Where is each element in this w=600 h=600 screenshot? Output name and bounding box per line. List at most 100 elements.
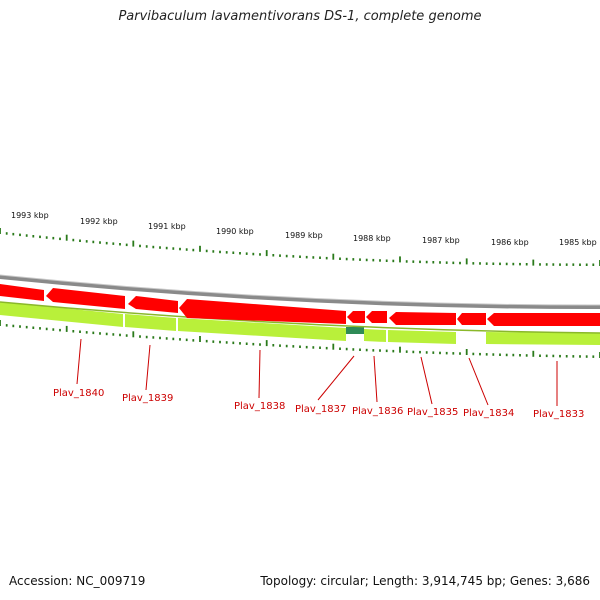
upper-tick-minor-63 <box>419 260 421 264</box>
lower-tick-minor-76 <box>505 353 508 357</box>
upper-tick-minor-26 <box>172 247 175 250</box>
lower-tick-minor-81 <box>539 354 541 357</box>
lower-tick-minor-12 <box>79 330 81 333</box>
lower-tick-minor-11 <box>72 330 75 333</box>
lower-tick-minor-62 <box>412 350 415 354</box>
leader-1837 <box>317 355 355 401</box>
upper-tick-minor-83 <box>552 263 555 266</box>
leader-1834 <box>468 357 489 406</box>
lower-tick-minor-13 <box>85 331 88 334</box>
upper-tick-minor-47 <box>312 256 315 259</box>
gene-label-plav-1840[interactable]: Plav_1840 <box>53 388 104 399</box>
lower-tick-minor-15 <box>99 332 101 335</box>
upper-tick-minor-57 <box>379 259 381 262</box>
upper-tick-minor-62 <box>412 260 415 263</box>
upper-tick-minor-32 <box>212 250 215 253</box>
upper-tick-minor-27 <box>179 247 181 251</box>
gene-arrow-1837 <box>347 311 365 323</box>
upper-tick-minor-73 <box>485 262 488 265</box>
upper-tick-minor-84 <box>559 263 561 266</box>
lower-tick-minor-4 <box>25 325 28 329</box>
lower-tick-minor-1 <box>5 324 8 327</box>
lower-tick-minor-2 <box>12 324 15 328</box>
upper-tick-minor-9 <box>59 237 61 241</box>
gene-arrow-1840 <box>0 284 44 301</box>
upper-tick-minor-49 <box>325 256 328 260</box>
upper-tick-minor-74 <box>492 262 495 265</box>
gene-label-plav-1836[interactable]: Plav_1836 <box>352 406 403 417</box>
gene-track-lower <box>0 301 600 345</box>
lower-tick-minor-78 <box>519 354 521 357</box>
upper-tick-minor-33 <box>219 250 221 254</box>
lower-tick-minor-22 <box>145 335 148 339</box>
lower-tick-minor-42 <box>279 344 281 347</box>
lower-tick-minor-58 <box>385 349 388 353</box>
upper-tick-minor-65 <box>432 261 435 264</box>
gene-label-plav-1835[interactable]: Plav_1835 <box>407 407 458 418</box>
lower-tick-minor-34 <box>225 341 228 344</box>
upper-tick-minor-11 <box>72 238 75 242</box>
leader-1838 <box>258 349 261 399</box>
upper-tick-minor-21 <box>139 244 141 248</box>
lower-tick-minor-43 <box>285 344 288 348</box>
lower-tick-minor-79 <box>525 354 528 357</box>
lower-tick-minor-69 <box>459 352 461 355</box>
lower-tick-minor-83 <box>552 354 555 358</box>
upper-tick-major-20 <box>132 240 135 247</box>
upper-tick-minor-22 <box>145 245 148 248</box>
upper-tick-minor-43 <box>285 254 288 258</box>
upper-tick-major-50 <box>332 253 335 260</box>
upper-tick-minor-2 <box>12 232 15 236</box>
lower-tick-minor-71 <box>472 352 475 356</box>
upper-tick-major-30 <box>199 245 201 252</box>
lower-tick-major-30 <box>199 336 201 342</box>
upper-tick-minor-37 <box>245 252 248 255</box>
tick-label-1992: 1992 kbp <box>80 217 118 226</box>
upper-tick-minor-6 <box>39 235 41 239</box>
upper-tick-minor-14 <box>92 240 95 244</box>
upper-tick-major-40 <box>265 250 268 257</box>
upper-tick-minor-38 <box>252 252 255 256</box>
gene-label-plav-1833[interactable]: Plav_1833 <box>533 409 584 420</box>
lower-tick-major-40 <box>265 340 268 347</box>
lower-tick-minor-45 <box>299 345 301 348</box>
leader-1840 <box>76 338 82 385</box>
upper-tick-minor-8 <box>52 236 55 240</box>
accession-text: Accession: NC_009719 <box>9 574 146 588</box>
gene-arrow-1838 <box>179 299 346 324</box>
upper-tick-minor-75 <box>499 262 501 266</box>
lower-tick-minor-26 <box>172 337 175 341</box>
upper-tick-minor-17 <box>112 242 115 245</box>
lower-tick-major-60 <box>399 346 401 353</box>
upper-tick-minor-71 <box>472 262 475 265</box>
lower-tick-minor-41 <box>272 344 275 347</box>
lower-tick-minor-86 <box>572 355 575 358</box>
lower-tick-minor-67 <box>445 351 448 355</box>
lower-tick-minor-54 <box>359 348 361 351</box>
upper-tick-minor-61 <box>405 260 408 263</box>
genome-backbone <box>0 275 600 310</box>
upper-tick-minor-24 <box>159 246 161 249</box>
gene-label-plav-1834[interactable]: Plav_1834 <box>463 408 514 419</box>
gene-label-plav-1837[interactable]: Plav_1837 <box>295 404 346 415</box>
upper-tick-minor-86 <box>572 263 575 266</box>
lower-tick-minor-75 <box>499 353 501 356</box>
gene-label-plav-1838[interactable]: Plav_1838 <box>234 401 285 412</box>
upper-tick-minor-34 <box>225 251 228 254</box>
lower-tick-minor-25 <box>165 337 168 340</box>
upper-tick-minor-56 <box>372 258 375 262</box>
lower-tick-minor-35 <box>232 341 235 345</box>
lower-tick-minor-61 <box>405 350 408 353</box>
lime-track-edge <box>0 301 600 334</box>
upper-tick-minor-79 <box>525 263 528 266</box>
lower-tick-minor-55 <box>365 348 368 352</box>
gene-arrow-1833 <box>487 313 600 326</box>
upper-tick-minor-29 <box>192 248 195 252</box>
gene-labels: Plav_1840 Plav_1839 Plav_1838 Plav_1837 … <box>53 388 584 420</box>
lower-tick-minor-33 <box>219 340 221 344</box>
gene-label-plav-1839[interactable]: Plav_1839 <box>122 393 173 404</box>
upper-tick-major-70 <box>465 258 468 265</box>
upper-tick-minor-87 <box>579 263 581 266</box>
upper-tick-minor-23 <box>152 245 155 249</box>
gene-track-upper <box>0 284 600 326</box>
